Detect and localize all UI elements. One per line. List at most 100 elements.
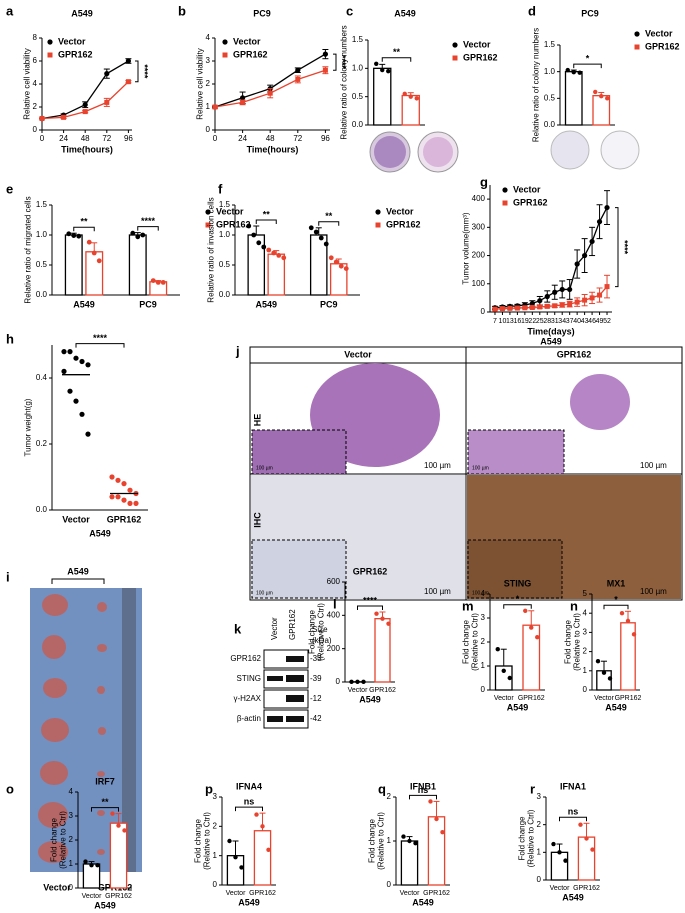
- legend-marker: [634, 44, 640, 50]
- data-point: [104, 99, 110, 105]
- y-tick-label: 1: [213, 851, 218, 860]
- data-point: [582, 297, 588, 303]
- y-tick-label: 0: [69, 883, 74, 892]
- y-tick-label: 0.0: [36, 505, 48, 514]
- bar: [267, 253, 286, 296]
- data-point: [127, 500, 133, 506]
- legend-marker: [222, 52, 228, 58]
- data-point: [318, 235, 324, 241]
- data-point: [619, 611, 625, 616]
- data-point: [434, 816, 439, 822]
- y-tick-label: 400: [472, 194, 486, 203]
- panel-letter: k: [234, 621, 242, 636]
- y-axis-label: Fold change: [462, 619, 471, 664]
- x-tick-label: Vector: [400, 890, 421, 897]
- sig-label: **: [263, 209, 271, 219]
- data-point: [495, 647, 500, 652]
- series-line: [494, 207, 608, 309]
- data-point: [529, 625, 534, 630]
- y-tick-label: 300: [472, 222, 486, 231]
- y-tick-label: 1.5: [352, 35, 364, 44]
- x-tick-label: 7: [493, 318, 497, 325]
- inset-scale-bar: 100 µm: [472, 465, 489, 471]
- bar: [226, 855, 245, 886]
- data-point: [240, 99, 246, 105]
- data-point: [130, 230, 136, 236]
- x-axis-label: Time(days): [527, 326, 574, 336]
- panel-letter: e: [6, 181, 13, 196]
- y-tick-label: 1.0: [352, 63, 364, 72]
- bar: [564, 71, 583, 126]
- x-tick-label: A549: [255, 299, 277, 309]
- colony-dish: [550, 130, 590, 170]
- x-tick-label: 24: [59, 134, 68, 143]
- data-point: [66, 231, 72, 237]
- data-point: [115, 477, 121, 483]
- panel-letter: g: [480, 174, 488, 189]
- data-point: [428, 799, 433, 804]
- data-point: [71, 233, 77, 239]
- sig-bracket: [75, 343, 125, 348]
- y-tick-label: 1: [69, 859, 74, 868]
- band-label: β-actin: [237, 714, 261, 723]
- inset: [251, 539, 347, 599]
- y-axis-label: Fold change: [564, 619, 573, 664]
- y-tick-label: 0.0: [36, 290, 48, 299]
- x-tick-label: PC9: [139, 299, 157, 309]
- data-point: [380, 616, 385, 621]
- data-point: [104, 71, 110, 77]
- data-point: [271, 250, 277, 256]
- data-point: [240, 95, 246, 101]
- x-axis-label: A549: [562, 892, 584, 902]
- sig-label: **: [80, 217, 88, 227]
- data-point: [374, 611, 379, 616]
- data-point: [565, 67, 570, 73]
- y-tick-label: 0: [537, 875, 542, 884]
- band: [267, 716, 283, 722]
- chart-title: A549: [71, 8, 93, 18]
- x-tick-label: 46: [588, 318, 596, 325]
- data-point: [523, 608, 528, 613]
- data-point: [251, 232, 257, 238]
- x-tick-label: 72: [293, 134, 302, 143]
- x-tick-label: 10: [499, 318, 507, 325]
- panel-letter: o: [6, 781, 14, 796]
- data-point: [589, 295, 595, 301]
- legend-marker: [375, 209, 381, 215]
- bar: [247, 234, 266, 296]
- y-tick-label: 4: [69, 787, 74, 796]
- data-point: [595, 659, 601, 664]
- data-point: [596, 219, 603, 225]
- x-tick-label: 72: [102, 134, 111, 143]
- x-tick-label: 49: [596, 318, 604, 325]
- data-point: [281, 255, 287, 261]
- data-point: [631, 632, 637, 637]
- band: [286, 695, 304, 702]
- panel-letter: b: [178, 3, 186, 18]
- panel-letter: l: [333, 596, 337, 611]
- y-axis-label: Relative cell viability: [23, 48, 32, 120]
- x-tick-label: 37: [566, 318, 574, 325]
- sig-label: ****: [363, 595, 378, 605]
- chart-title: IRF7: [95, 776, 115, 786]
- sig-label: ****: [338, 55, 348, 70]
- colony-photos: [369, 130, 640, 173]
- x-tick-label: 48: [81, 134, 90, 143]
- data-point: [440, 830, 445, 835]
- data-point: [559, 286, 565, 293]
- x-tick-label: Vector: [226, 890, 247, 897]
- data-point: [266, 247, 272, 253]
- x-tick-label: 0: [213, 134, 218, 143]
- y-axis-label: Tumor volume(mm³): [461, 212, 470, 284]
- data-point: [96, 258, 102, 264]
- x-tick-label: 28: [543, 318, 551, 325]
- sig-label: **: [325, 211, 333, 221]
- chart-title: PC9: [581, 8, 599, 18]
- sig-label: *: [614, 595, 618, 605]
- data-point: [246, 223, 252, 229]
- sig-bracket: [615, 207, 619, 288]
- bar: [253, 830, 272, 886]
- y-tick-label: 1: [387, 836, 392, 845]
- data-point: [150, 278, 156, 283]
- data-point: [61, 114, 67, 120]
